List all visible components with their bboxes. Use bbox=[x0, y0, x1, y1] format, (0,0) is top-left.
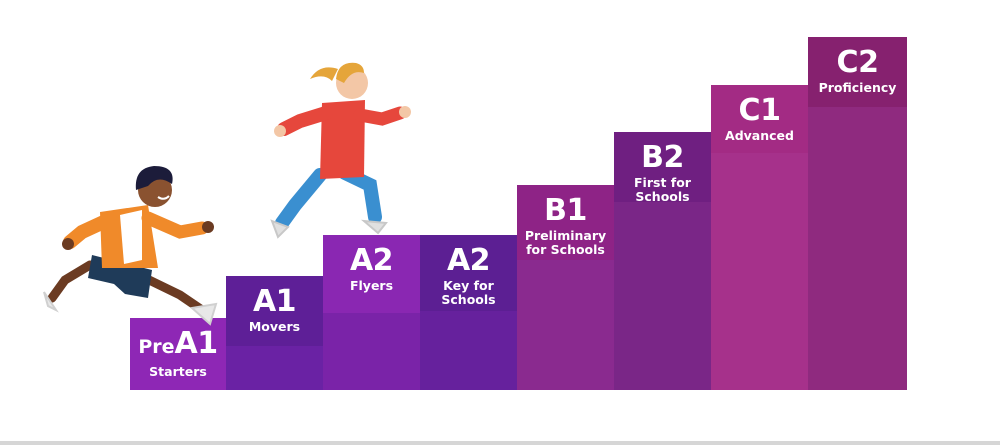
step-2: A2 Flyers bbox=[323, 235, 420, 390]
exam-name: Advanced bbox=[725, 128, 794, 143]
exam-name: Movers bbox=[248, 319, 301, 334]
step-3: A2 Key for Schools bbox=[420, 235, 517, 390]
level-code: C2 bbox=[836, 45, 879, 80]
step-body bbox=[226, 346, 323, 390]
step-0: PreA1 Starters bbox=[130, 318, 226, 390]
exam-name: Proficiency bbox=[818, 80, 897, 95]
cefr-level: A1 bbox=[226, 286, 323, 318]
exam-name: Key for Schools bbox=[441, 278, 496, 307]
level-code: A2 bbox=[446, 243, 491, 278]
exam-name: Starters bbox=[149, 364, 207, 379]
running-boy-icon bbox=[43, 166, 218, 326]
level-code: B2 bbox=[641, 140, 684, 175]
exam-name: Flyers bbox=[349, 278, 394, 293]
cefr-level: B1 bbox=[517, 195, 614, 227]
level-code: A2 bbox=[349, 243, 394, 278]
step-body bbox=[420, 311, 517, 390]
step-body bbox=[808, 107, 907, 390]
step-cap: C2 Proficiency bbox=[808, 37, 907, 107]
step-body bbox=[323, 313, 420, 390]
step-body bbox=[517, 260, 614, 390]
step-cap: C1 Advanced bbox=[711, 85, 808, 153]
level-code: B1 bbox=[544, 193, 587, 228]
cefr-level: B2 bbox=[614, 142, 711, 174]
level-code: C1 bbox=[738, 93, 781, 128]
exam-name: Preliminary for Schools bbox=[524, 228, 607, 257]
step-1: A1 Movers bbox=[226, 276, 323, 390]
step-cap: A2 Flyers bbox=[323, 235, 420, 313]
step-4: B1 Preliminary for Schools bbox=[517, 185, 614, 390]
step-cap: A2 Key for Schools bbox=[420, 235, 517, 311]
cefr-level: A2 bbox=[420, 245, 517, 277]
step-cap: B2 First for Schools bbox=[614, 132, 711, 204]
level-code: A1 bbox=[252, 284, 297, 319]
step-7: C2 Proficiency bbox=[808, 37, 907, 390]
ground-line bbox=[0, 441, 1000, 445]
exam-name: First for Schools bbox=[634, 175, 691, 204]
step-cap: PreA1 Starters bbox=[130, 318, 226, 390]
step-cap: B1 Preliminary for Schools bbox=[517, 185, 614, 260]
step-cap: A1 Movers bbox=[226, 276, 323, 346]
level-code: A1 bbox=[174, 326, 219, 361]
cefr-level: C1 bbox=[711, 95, 808, 127]
cefr-level: A2 bbox=[323, 245, 420, 277]
step-6: C1 Advanced bbox=[711, 85, 808, 390]
step-body bbox=[711, 153, 808, 390]
cefr-level: C2 bbox=[808, 47, 907, 79]
step-body bbox=[614, 202, 711, 390]
step-5: B2 First for Schools bbox=[614, 132, 711, 390]
cefr-level: PreA1 bbox=[130, 328, 226, 363]
level-prefix: Pre bbox=[138, 336, 175, 358]
running-girl-icon bbox=[270, 62, 411, 239]
